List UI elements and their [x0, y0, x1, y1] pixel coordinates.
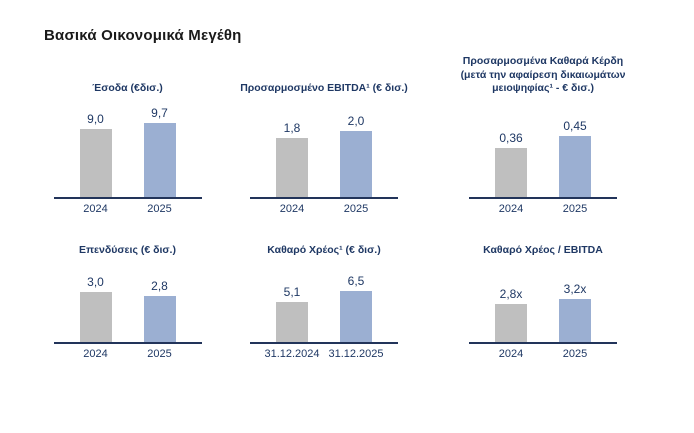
chart-title: Καθαρό Χρέος / EBITDA — [483, 243, 603, 256]
x-tick-label: 2025 — [147, 347, 172, 360]
bar-column: 6,5 — [324, 274, 388, 342]
bar-column: 0,36 — [479, 131, 543, 197]
bar-column: 2,8x — [479, 287, 543, 342]
bar-value-label: 2,8 — [151, 278, 168, 293]
bar-2025 — [340, 130, 372, 197]
bar-2025 — [559, 135, 591, 197]
bar-column: 3,2x — [543, 282, 607, 342]
x-axis-labels: 2024 2025 — [64, 202, 192, 216]
chart-title: Έσοδα (€δισ.) — [92, 82, 163, 95]
x-tick-label: 2024 — [83, 202, 108, 215]
x-axis-labels: 2024 2025 — [64, 347, 192, 361]
x-tick-label: 2025 — [147, 202, 172, 215]
bar-column: 9,0 — [64, 112, 128, 197]
x-tick-label: 2024 — [498, 347, 524, 360]
bar-2025 — [143, 295, 176, 342]
bar-2024 — [495, 303, 527, 342]
chart-revenue: Έσοδα (€δισ.) 9,0 9,7 2024 2025 — [30, 55, 225, 216]
bar-value-label: 9,0 — [87, 111, 104, 126]
chart-adjusted-net-profit: Προσαρμοσμένα Καθαρά Κέρδη (μετά την αφα… — [423, 55, 663, 216]
x-axis-line — [53, 341, 202, 344]
x-tick-label: 31.12.2025 — [328, 347, 384, 360]
x-axis-line — [250, 341, 398, 344]
x-tick-label: 31.12.2024 — [264, 347, 320, 360]
bar-column: 0,45 — [543, 119, 607, 197]
bar-column: 1,8 — [260, 121, 324, 197]
plot-area: 1,8 2,0 — [260, 102, 388, 197]
bar-value-label: 2,0 — [347, 113, 365, 128]
x-axis-line — [469, 196, 617, 199]
x-axis-labels: 2024 2025 — [479, 202, 607, 216]
bar-31-12-2024 — [276, 301, 308, 342]
bar-value-label: 5,1 — [283, 284, 301, 299]
x-tick-label: 2025 — [562, 202, 588, 215]
chart-net-debt-to-ebitda: Καθαρό Χρέος / EBITDA 2,8x 3,2x 2024 2025 — [423, 244, 663, 361]
plot-area: 9,0 9,7 — [64, 102, 192, 197]
chart-title: Προσαρμοσμένα Καθαρά Κέρδη (μετά την αφα… — [460, 55, 626, 95]
x-axis-line — [469, 341, 617, 344]
x-tick-label: 2024 — [498, 202, 524, 215]
chart-title: Προσαρμοσμένο EBITDA¹ (€ δισ.) — [240, 82, 408, 95]
plot-area: 2,8x 3,2x — [479, 264, 607, 342]
charts-grid: Έσοδα (€δισ.) 9,0 9,7 2024 2025 Προσαρμοσμ… — [30, 55, 694, 361]
bar-column: 3,0 — [64, 275, 128, 342]
bar-value-label: 3,2x — [563, 281, 587, 296]
bar-value-label: 9,7 — [151, 105, 168, 120]
bar-value-label: 6,5 — [347, 273, 365, 288]
bar-column: 5,1 — [260, 285, 324, 342]
bar-value-label: 2,8x — [499, 286, 523, 301]
bar-2024 — [79, 128, 112, 197]
bar-2025 — [559, 298, 591, 342]
bar-value-label: 3,0 — [87, 274, 104, 289]
bar-column: 2,0 — [324, 114, 388, 197]
chart-title: Επενδύσεις (€ δισ.) — [79, 243, 176, 256]
x-tick-label: 2024 — [83, 347, 108, 360]
chart-adjusted-ebitda: Προσαρμοσμένο EBITDA¹ (€ δισ.) 1,8 2,0 20… — [225, 55, 423, 216]
x-axis-line — [53, 196, 202, 199]
plot-area: 0,36 0,45 — [479, 102, 607, 197]
x-tick-label: 2025 — [562, 347, 588, 360]
bar-2024 — [495, 147, 527, 197]
bar-2024 — [79, 291, 112, 342]
bar-value-label: 0,36 — [499, 130, 523, 145]
page-title: Βασικά Οικονομικά Μεγέθη — [44, 27, 242, 44]
chart-net-debt: Καθαρό Χρέος¹ (€ δισ.) 5,1 6,5 31.12.2024… — [225, 244, 423, 361]
plot-area: 5,1 6,5 — [260, 264, 388, 342]
x-axis-labels: 31.12.2024 31.12.2025 — [260, 347, 388, 361]
bar-column: 9,7 — [128, 106, 192, 197]
x-axis-line — [250, 196, 398, 199]
chart-title: Καθαρό Χρέος¹ (€ δισ.) — [267, 243, 381, 256]
x-axis-labels: 2024 2025 — [479, 347, 607, 361]
x-tick-label: 2024 — [279, 202, 305, 215]
bar-column: 2,8 — [128, 279, 192, 342]
bar-value-label: 1,8 — [283, 120, 301, 135]
x-tick-label: 2025 — [343, 202, 369, 215]
x-axis-labels: 2024 2025 — [260, 202, 388, 216]
bar-value-label: 0,45 — [563, 118, 587, 133]
bar-2025 — [143, 122, 176, 197]
plot-area: 3,0 2,8 — [64, 264, 192, 342]
bar-2024 — [276, 137, 308, 197]
bar-31-12-2025 — [340, 290, 372, 342]
chart-investments: Επενδύσεις (€ δισ.) 3,0 2,8 2024 2025 — [30, 244, 225, 361]
